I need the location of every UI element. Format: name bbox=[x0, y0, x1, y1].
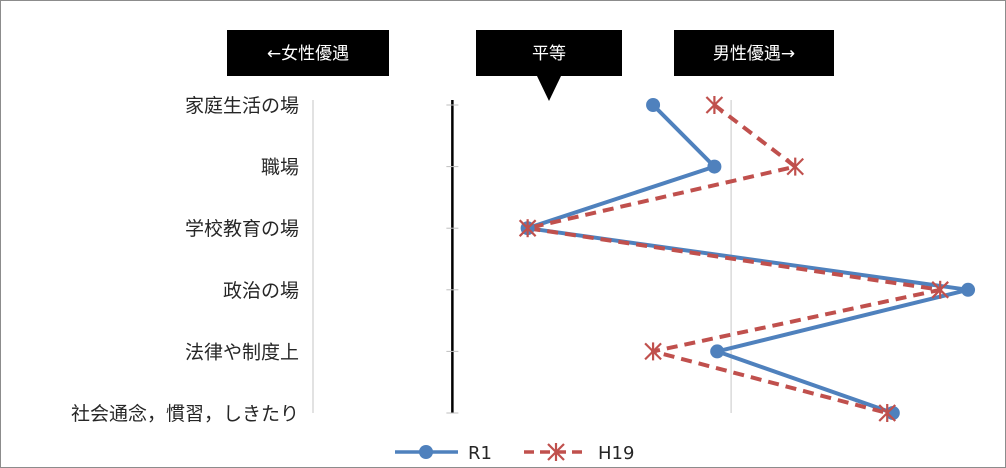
legend-r1-marker bbox=[419, 445, 433, 459]
data-point-h19 bbox=[786, 157, 805, 176]
legend: R1 H19 bbox=[395, 443, 634, 464]
category-label: 職場 bbox=[261, 157, 299, 179]
legend-item-h19: H19 bbox=[524, 443, 634, 464]
category-label: 政治の場 bbox=[223, 280, 299, 302]
category-label: 法律や制度上 bbox=[185, 341, 299, 363]
category-label: 家庭生活の場 bbox=[185, 95, 299, 117]
series-line-h19 bbox=[525, 103, 943, 415]
legend-h19-x-icon bbox=[547, 443, 565, 461]
legend-h19-label: H19 bbox=[598, 443, 634, 464]
data-point-r1 bbox=[707, 159, 722, 174]
data-point-r1 bbox=[710, 344, 725, 359]
data-point-r1 bbox=[961, 282, 976, 297]
callout-women-favored: ←女性優遇 bbox=[227, 30, 389, 76]
series-markers bbox=[518, 96, 976, 422]
callout-men-favored: 男性優遇→ bbox=[674, 30, 834, 76]
data-point-h19 bbox=[644, 342, 662, 361]
data-point-h19 bbox=[931, 280, 949, 299]
legend-r1-label: R1 bbox=[468, 443, 492, 464]
legend-h19-marker bbox=[547, 443, 565, 461]
callout-women-favored-text: ←女性優遇 bbox=[267, 44, 349, 64]
data-point-h19 bbox=[878, 404, 897, 422]
legend-item-r1: R1 bbox=[395, 443, 492, 464]
equality-axis bbox=[446, 100, 459, 414]
callout-equal-text: 平等 bbox=[532, 44, 566, 64]
series-line-r1 bbox=[525, 103, 971, 415]
data-point-h19 bbox=[518, 219, 537, 238]
callout-men-favored-text: 男性優遇→ bbox=[713, 44, 795, 64]
callout-equal-pointer bbox=[537, 76, 561, 101]
data-point-h19 bbox=[705, 96, 724, 114]
series-lines bbox=[525, 103, 971, 415]
callout-equal: 平等 bbox=[476, 30, 622, 101]
category-label: 学校教育の場 bbox=[185, 218, 299, 240]
category-label: 社会通念，慣習，しきたり bbox=[71, 402, 299, 425]
data-point-r1 bbox=[646, 98, 661, 112]
